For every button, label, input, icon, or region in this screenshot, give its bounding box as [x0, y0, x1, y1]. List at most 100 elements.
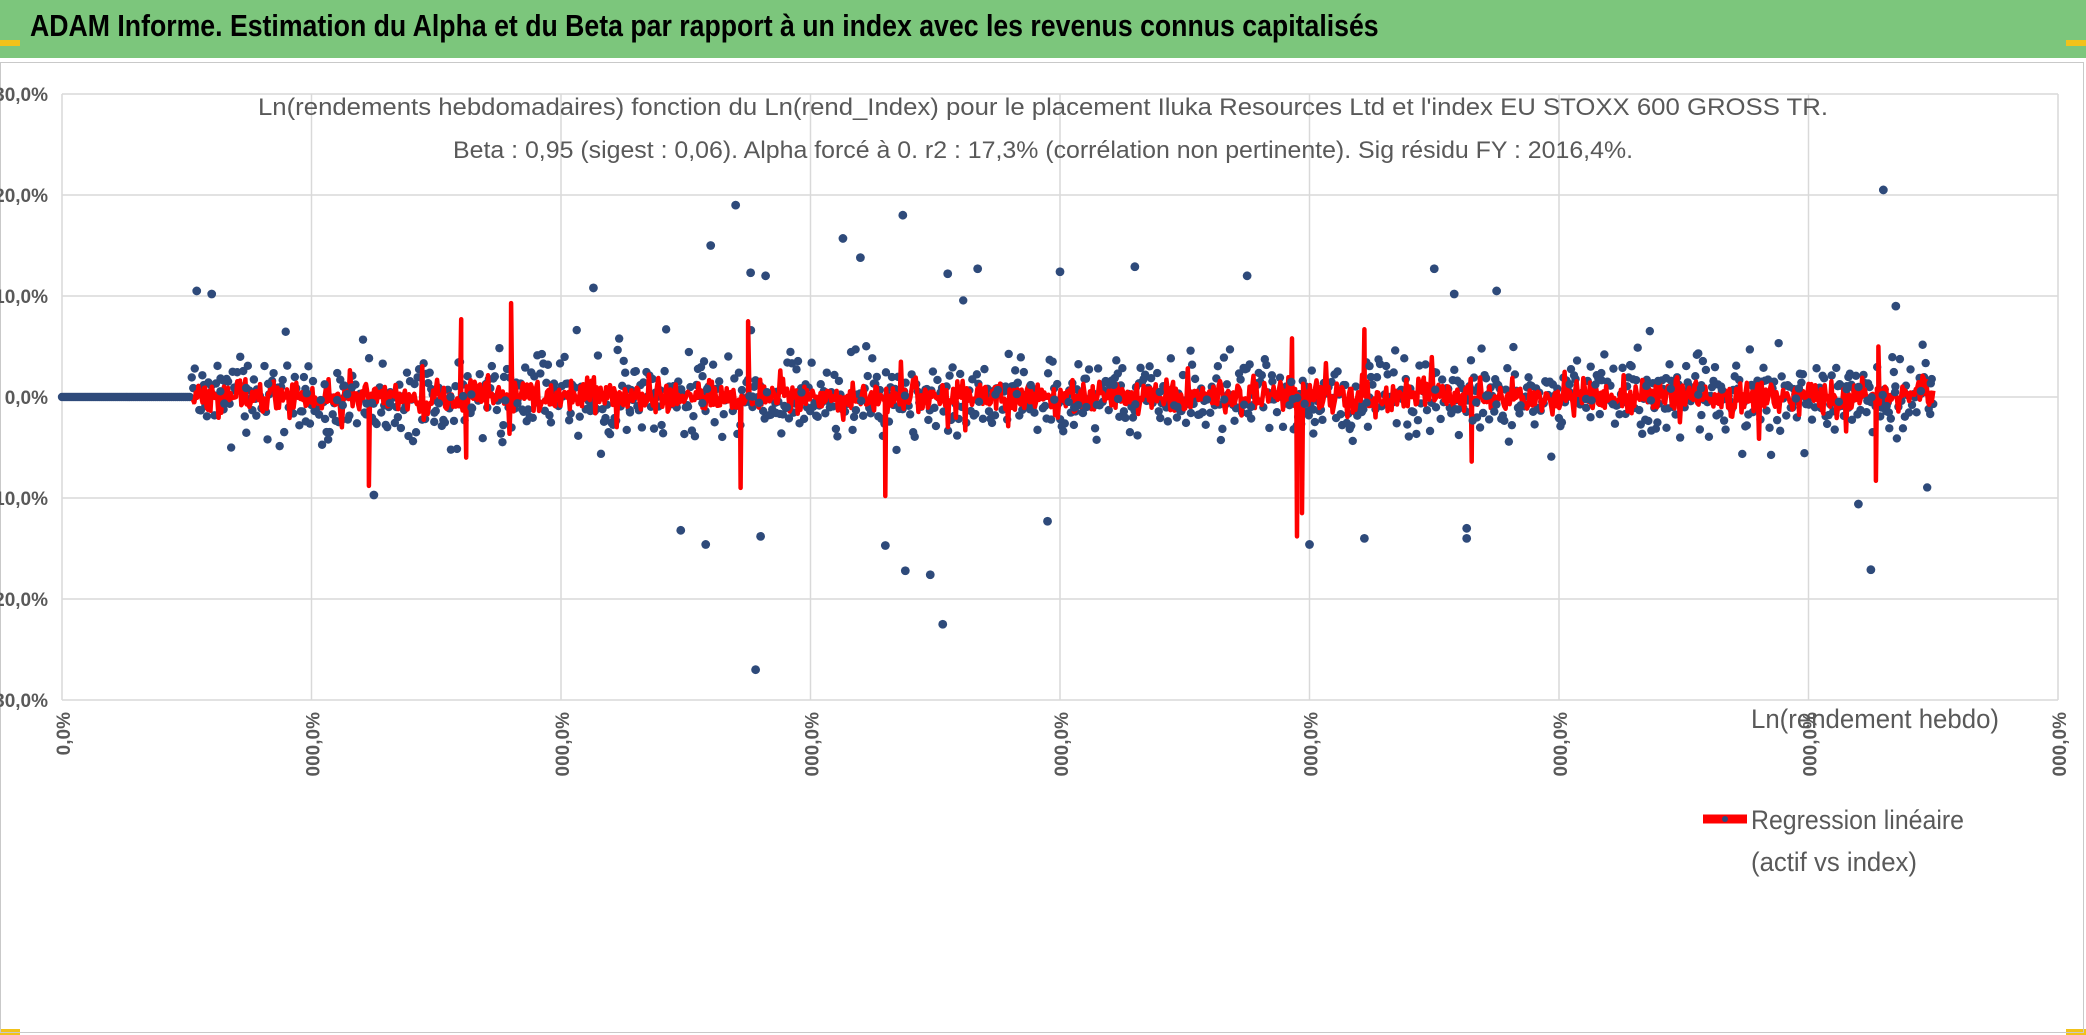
scatter-point: [1642, 381, 1651, 391]
scatter-point: [1701, 365, 1711, 375]
scatter-point: [1572, 356, 1582, 365]
scatter-point: [338, 401, 348, 410]
scatter-point: [1112, 356, 1121, 365]
scatter-point: [430, 408, 439, 417]
scatter-point: [1186, 346, 1195, 355]
scatter-point: [1004, 349, 1013, 359]
scatter-point: [1052, 379, 1062, 389]
scatter-point: [684, 347, 694, 357]
scatter-point: [1822, 419, 1832, 429]
scatter-point: [332, 395, 342, 405]
scatter-point: [187, 373, 196, 382]
scatter-point: [1069, 420, 1079, 430]
scatter-point: [943, 269, 953, 279]
scatter-point: [1121, 413, 1130, 423]
scatter-point: [283, 361, 292, 370]
scatter-point: [1867, 393, 1876, 402]
scatter-point: [737, 385, 747, 395]
scatter-point: [1618, 363, 1627, 373]
scatter-point: [1327, 377, 1336, 387]
scatter-point: [1490, 407, 1499, 416]
y-tick-label: 10,0%: [0, 287, 48, 308]
scatter-point: [545, 411, 554, 420]
scatter-point: [1300, 399, 1309, 409]
scatter-point: [1026, 380, 1035, 390]
scatter-point: [637, 423, 647, 432]
scatter-point: [938, 619, 948, 629]
scatter-point: [1472, 398, 1481, 407]
scatter-point: [952, 431, 962, 440]
scatter-point: [1638, 429, 1647, 439]
scatter-point: [639, 378, 648, 387]
scatter-point: [495, 343, 504, 353]
scatter-point: [1854, 382, 1863, 392]
scatter-point: [1046, 415, 1056, 424]
scatter-point: [900, 391, 910, 400]
scatter-point: [1698, 356, 1708, 366]
scatter-point: [1246, 402, 1256, 412]
scatter-point: [834, 376, 844, 386]
scatter-point: [1600, 350, 1609, 359]
scatter-point: [1078, 408, 1087, 417]
scatter-point: [385, 398, 395, 408]
scatter-point: [1113, 394, 1123, 404]
scatter-point: [1597, 376, 1606, 385]
scatter-point: [858, 411, 868, 420]
scatter-point: [1830, 425, 1839, 434]
scatter-point: [1484, 415, 1494, 424]
scatter-point: [411, 428, 421, 437]
scatter-point: [1645, 326, 1655, 336]
scatter-point: [1627, 362, 1636, 371]
scatter-point: [1019, 367, 1029, 377]
scatter-point: [1359, 405, 1368, 414]
scatter-point: [1359, 534, 1369, 543]
scatter-point: [1400, 354, 1409, 363]
scatter-point: [857, 396, 866, 406]
scatter-point: [252, 411, 261, 420]
scatter-point: [226, 443, 236, 452]
scatter-point: [1721, 425, 1730, 434]
scatter-point: [358, 335, 368, 344]
scatter-point: [605, 429, 615, 439]
scatter-point: [710, 418, 719, 427]
scatter-point: [1912, 408, 1921, 417]
scatter-point: [320, 380, 329, 389]
scatter-point: [440, 418, 450, 427]
scatter-point: [1492, 400, 1501, 409]
scatter-point: [1926, 409, 1935, 419]
scatter-point: [290, 372, 300, 382]
scatter-point: [1403, 420, 1412, 429]
scatter-point: [1885, 424, 1894, 433]
scatter-point: [1891, 301, 1901, 311]
chart-subtitle: Beta : 0,95 (sigest : 0,06). Alpha forcé…: [453, 137, 1633, 164]
scatter-point: [249, 375, 259, 384]
scatter-point: [555, 359, 565, 368]
scatter-point: [1090, 424, 1100, 433]
scatter-point: [369, 490, 379, 500]
scatter-point: [536, 369, 545, 378]
scatter-point: [1691, 372, 1700, 381]
scatter-point: [1201, 420, 1210, 430]
y-tick-label: -20,0%: [0, 590, 48, 611]
scatter-point: [537, 349, 547, 359]
scatter-point: [1074, 400, 1083, 410]
scatter-point: [317, 440, 327, 449]
scatter-point: [452, 444, 462, 454]
scatter-point: [1509, 342, 1518, 352]
scatter-point: [240, 412, 249, 421]
y-tick-label: -30,0%: [0, 691, 48, 712]
scatter-point: [1347, 421, 1356, 430]
scatter-point: [756, 531, 765, 541]
scatter-point: [701, 540, 711, 549]
scatter-point: [1566, 364, 1576, 374]
scatter-point: [984, 407, 994, 416]
scatter-point: [1468, 416, 1477, 425]
scatter-point: [1422, 406, 1432, 415]
scatter-point: [613, 345, 622, 355]
scatter-point: [1478, 408, 1488, 418]
scatter-point: [1449, 289, 1459, 299]
scatter-point: [243, 361, 253, 371]
scatter-point: [706, 241, 716, 250]
x-tick-label: 0,0%: [54, 712, 75, 755]
scatter-point: [1681, 361, 1691, 371]
